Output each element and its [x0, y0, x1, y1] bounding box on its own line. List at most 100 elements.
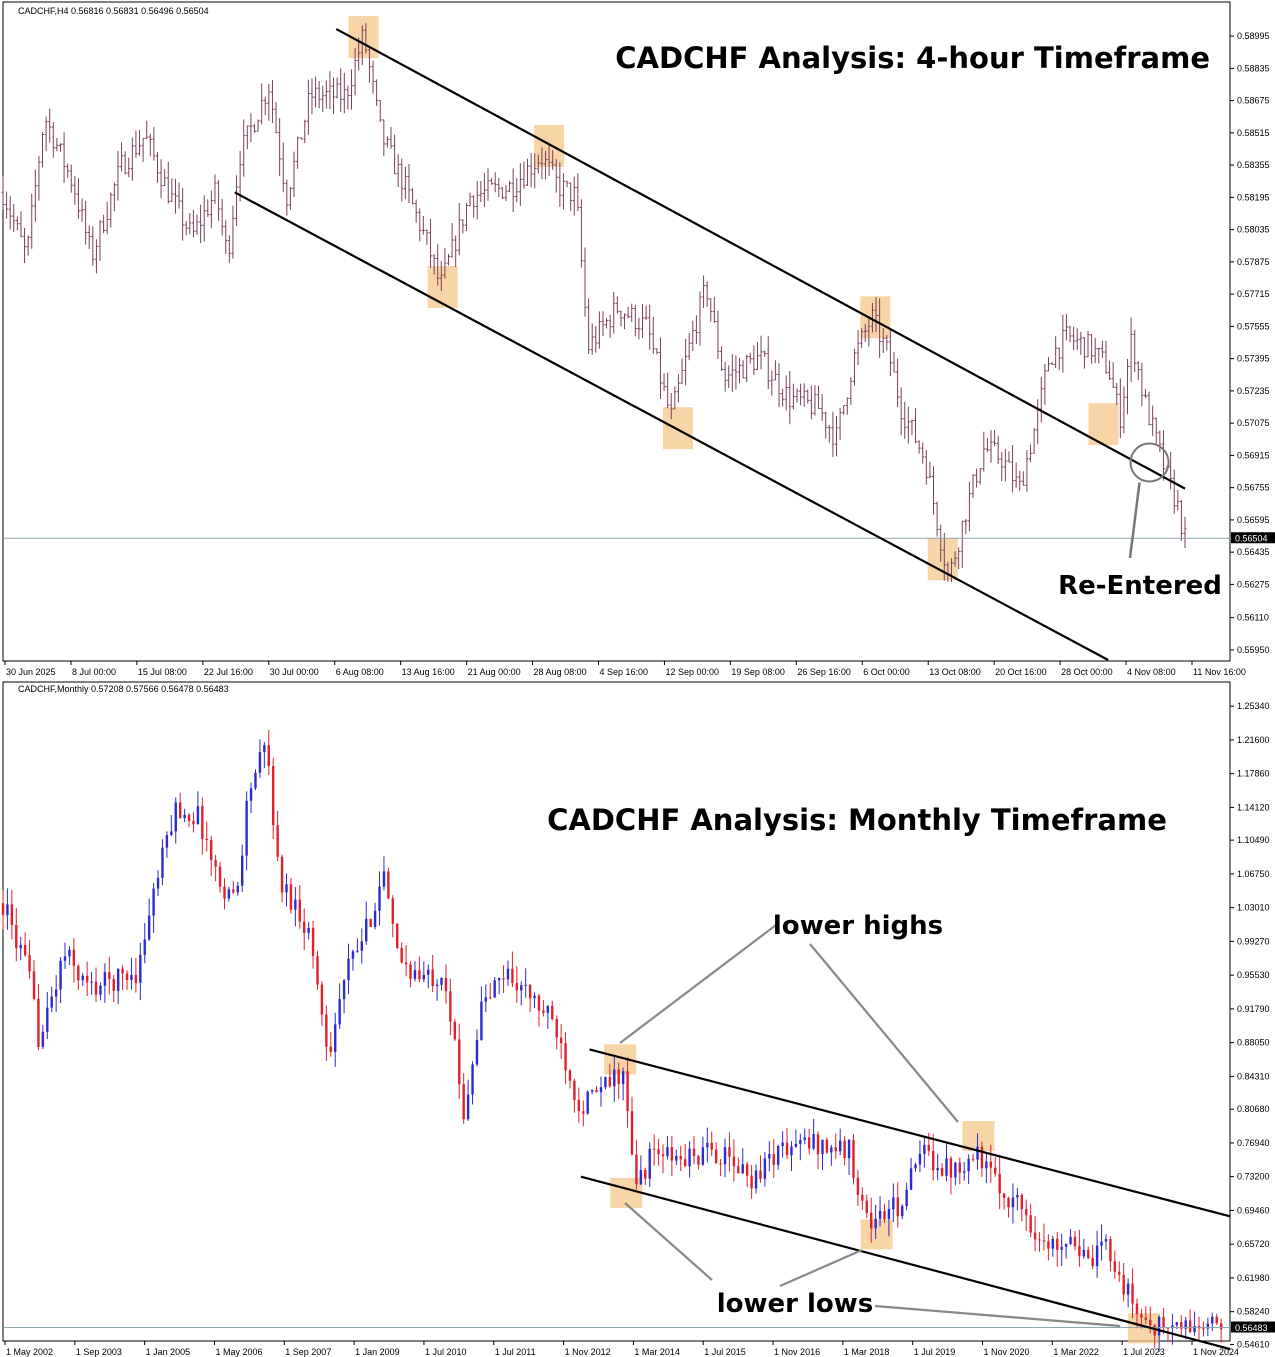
top-ytick-label: 0.58355 — [1237, 160, 1270, 170]
bot-candle-body — [205, 838, 208, 840]
h4-symbol-header: CADCHF,H4 0.56816 0.56831 0.56496 0.5650… — [18, 6, 209, 16]
bot-candle-body — [542, 1010, 545, 1013]
bot-candle-body — [218, 866, 222, 887]
bot-candle-body — [466, 1094, 470, 1120]
bot-candle-body — [573, 1080, 576, 1100]
bot-candle-body — [838, 1140, 842, 1152]
bot-candle-body — [263, 745, 266, 753]
bot-candle-body — [1020, 1194, 1024, 1210]
bot-candle-body — [985, 1161, 988, 1169]
top-ytick-label: 0.56110 — [1237, 613, 1269, 623]
bot-candle-body — [307, 927, 310, 933]
re-entered-circle — [1129, 442, 1170, 483]
bot-candle-body — [1140, 1314, 1143, 1318]
bot-candle-body — [54, 989, 58, 997]
bot-candle-body — [285, 884, 288, 893]
bot-candle-body — [635, 1154, 638, 1185]
bot-candle-body — [1202, 1328, 1205, 1330]
bot-candle-body — [81, 975, 84, 981]
bot-candle-body — [378, 886, 381, 911]
top-ytick-label: 0.58675 — [1237, 96, 1270, 106]
bot-candle-body — [418, 970, 421, 980]
bot-candle-body — [360, 941, 363, 951]
bot-candle-body — [648, 1148, 651, 1179]
top-ytick-label: 0.58035 — [1237, 225, 1270, 235]
bot-candle-body — [28, 955, 31, 972]
bot-candle-body — [480, 1001, 483, 1041]
monthly-chart-svg[interactable]: 1.25340 1.21600 1.17860 1.14120 1.10490 1.067… — [0, 680, 1275, 1357]
bot-candle-body — [816, 1134, 820, 1155]
top-highlight-box — [927, 538, 958, 581]
bot-ytick-label: 1.21600 — [1237, 735, 1270, 745]
bot-ytick-label: 0.58240 — [1237, 1307, 1270, 1317]
bot-candle-body — [15, 925, 18, 949]
bot-candle-body — [679, 1155, 682, 1160]
bot-candle-body — [72, 949, 76, 966]
bot-xtick-label: 1 Mar 2014 — [634, 1347, 680, 1357]
bot-candle-body — [821, 1139, 824, 1155]
bot-candle-body — [940, 1168, 944, 1176]
monthly-current-price-tag: 0.56483 — [1235, 1323, 1268, 1333]
bot-candle-body — [1149, 1319, 1152, 1326]
top-plot-frame — [2, 1, 1231, 662]
bot-candle-body — [537, 995, 541, 1011]
top-ytick-label: 0.57075 — [1237, 418, 1270, 428]
bot-candle-body — [515, 983, 519, 991]
monthly-chart-panel[interactable]: 1.25340 1.21600 1.17860 1.14120 1.10490 1.067… — [0, 680, 1275, 1357]
bot-candle-body — [272, 766, 275, 826]
top-xtick-label: 8 Jul 00:00 — [72, 667, 116, 677]
bot-candle-body — [484, 997, 488, 1002]
bot-candle-body — [1007, 1198, 1010, 1208]
bot-xtick-label: 1 May 2002 — [6, 1347, 53, 1357]
bot-candle-body — [608, 1077, 612, 1087]
top-xtick-label: 26 Sep 16:00 — [797, 667, 851, 677]
bot-ytick-label: 1.06750 — [1237, 869, 1270, 879]
top-xtick-label: 6 Aug 08:00 — [336, 667, 384, 677]
bot-candle-body — [1157, 1316, 1161, 1336]
bot-ytick-label: 0.76940 — [1237, 1138, 1270, 1148]
bot-candle-body — [369, 918, 372, 927]
bot-candle-body — [502, 978, 505, 980]
bot-candle-body — [861, 1194, 864, 1201]
bot-candle-body — [1171, 1325, 1174, 1329]
bot-candle-body — [604, 1077, 607, 1088]
bot-candle-body — [391, 898, 395, 924]
bot-candle-body — [1069, 1236, 1072, 1244]
bot-candle-body — [325, 1014, 328, 1047]
bot-candle-body — [46, 1007, 49, 1032]
bot-ytick-label: 0.88050 — [1237, 1038, 1270, 1048]
bot-candle-body — [209, 839, 213, 861]
bot-candle-body — [1047, 1241, 1050, 1249]
h4-chart-svg[interactable]: 0.58995 0.58835 0.58675 0.58515 0.58355 0.581… — [0, 0, 1275, 680]
bot-candle-body — [595, 1089, 598, 1093]
h4-chart-panel[interactable]: 0.58995 0.58835 0.58675 0.58515 0.58355 0.581… — [0, 0, 1275, 680]
bot-candle-body — [1073, 1236, 1077, 1247]
bot-candle-body — [174, 802, 177, 832]
top-xtick-label: 11 Nov 16:00 — [1193, 667, 1246, 677]
bot-candle-body — [116, 968, 120, 991]
h4-current-price-tag: 0.56504 — [1235, 534, 1268, 544]
bot-candle-body — [825, 1139, 829, 1153]
bot-candle-body — [422, 974, 426, 980]
top-xtick-label: 15 Jul 08:00 — [138, 667, 187, 677]
bot-candle-body — [1215, 1316, 1218, 1324]
bot-candle-body — [303, 921, 306, 933]
bot-candle-body — [458, 1039, 461, 1085]
bot-candle-body — [719, 1163, 722, 1165]
bot-candle-body — [905, 1189, 908, 1206]
bot-candle-body — [901, 1205, 904, 1217]
bot-candle-body — [497, 978, 501, 981]
bot-ytick-label: 1.14120 — [1237, 802, 1270, 812]
re-entered-label: Re-Entered — [1058, 571, 1222, 601]
bot-candle-body — [276, 825, 279, 857]
bot-candle-body — [794, 1143, 798, 1147]
bot-xtick-label: 1 Jul 2010 — [425, 1347, 467, 1357]
top-ytick-label: 0.56915 — [1237, 450, 1270, 460]
bot-candle-body — [201, 806, 204, 839]
bot-ytick-label: 0.65720 — [1237, 1239, 1270, 1249]
bot-xtick-label: 1 Jul 2023 — [1123, 1347, 1165, 1357]
bot-candle-body — [834, 1147, 837, 1152]
bot-candle-body — [1175, 1322, 1179, 1326]
bot-candle-body — [338, 999, 341, 1025]
bot-candle-body — [1184, 1320, 1187, 1329]
